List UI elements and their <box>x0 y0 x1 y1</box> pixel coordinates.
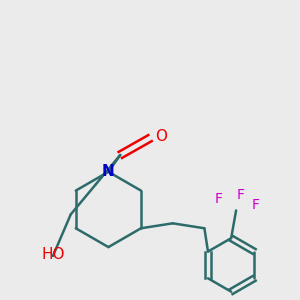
Text: HO: HO <box>41 247 64 262</box>
Text: F: F <box>237 188 245 202</box>
Text: F: F <box>214 191 222 206</box>
Text: N: N <box>102 164 115 179</box>
Text: O: O <box>155 129 167 144</box>
Text: F: F <box>252 199 260 212</box>
